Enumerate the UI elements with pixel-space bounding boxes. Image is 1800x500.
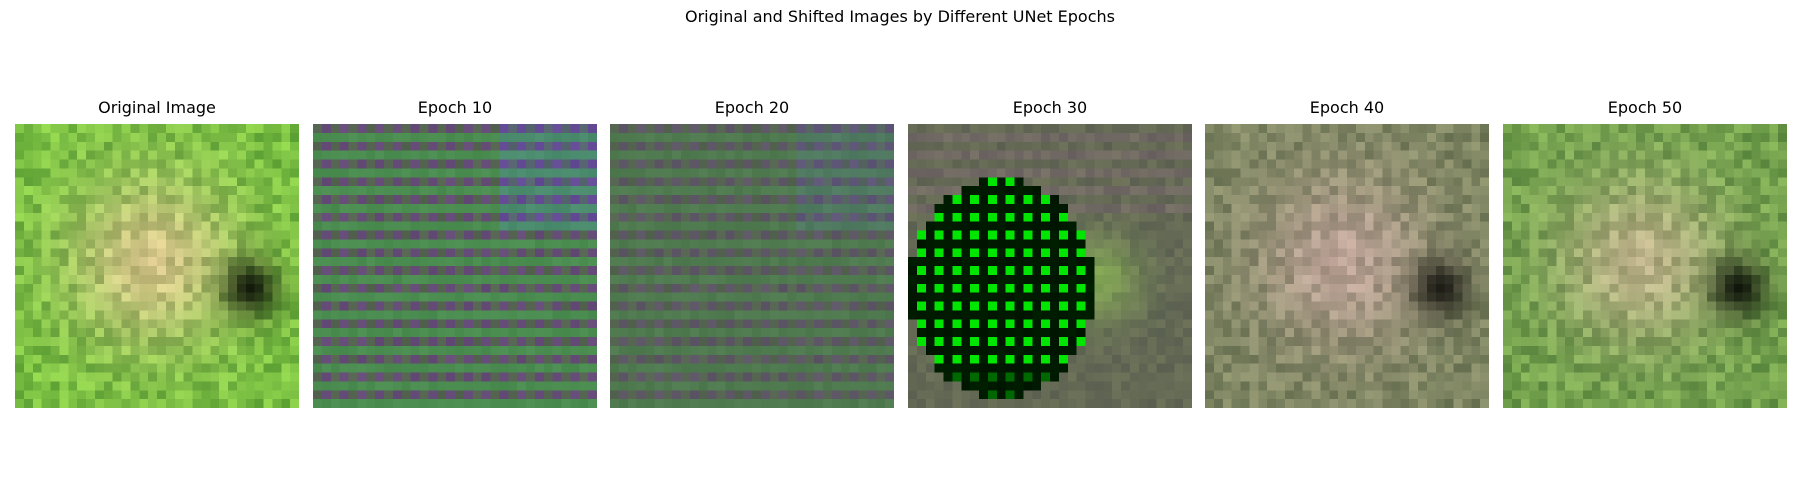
panel-epoch-40: Epoch 40: [1205, 98, 1489, 408]
panel-title-epoch-40: Epoch 40: [1309, 98, 1385, 117]
figure-title: Original and Shifted Images by Different…: [685, 7, 1115, 26]
panel-epoch-10: Epoch 10: [313, 98, 597, 408]
epoch-10-image: [313, 124, 597, 408]
panel-original-image: Original Image: [15, 98, 299, 408]
epoch-30-image: [908, 124, 1192, 408]
panel-title-epoch-10: Epoch 10: [417, 98, 493, 117]
epoch-50-image: [1503, 124, 1787, 408]
original-image: [15, 124, 299, 408]
panel-title-epoch-50: Epoch 50: [1607, 98, 1683, 117]
epoch-20-image: [610, 124, 894, 408]
panel-title-original-image: Original Image: [98, 98, 216, 117]
panel-title-epoch-20: Epoch 20: [714, 98, 790, 117]
panel-title-epoch-30: Epoch 30: [1012, 98, 1088, 117]
panel-epoch-50: Epoch 50: [1503, 98, 1787, 408]
panel-epoch-30: Epoch 30: [908, 98, 1192, 408]
epoch-40-image: [1205, 124, 1489, 408]
panel-epoch-20: Epoch 20: [610, 98, 894, 408]
